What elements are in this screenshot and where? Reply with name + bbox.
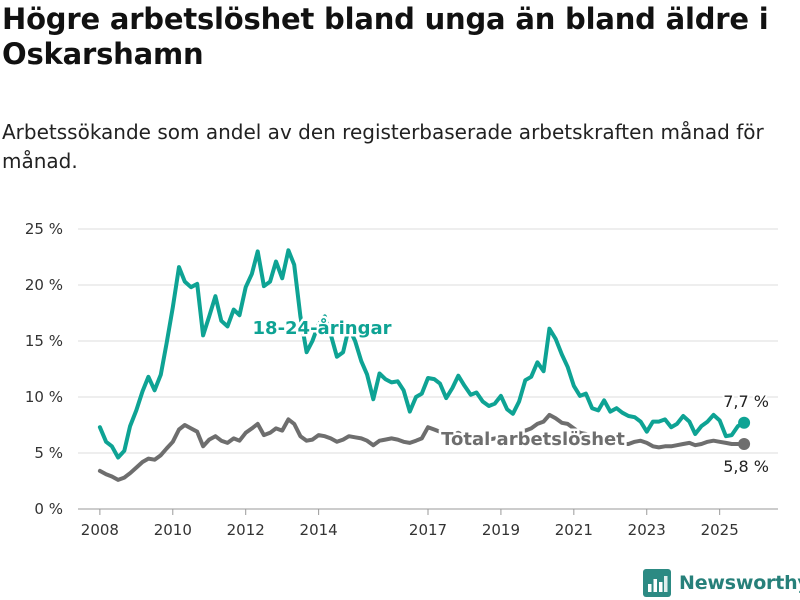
gridlines bbox=[78, 228, 778, 510]
chart-subtitle: Arbetssökande som andel av den registerb… bbox=[2, 120, 764, 173]
series-end-point-total bbox=[738, 438, 751, 451]
x-tick-label: 2025 bbox=[701, 521, 739, 539]
y-tick-label: 20 % bbox=[25, 276, 63, 294]
series-lines bbox=[97, 248, 751, 482]
y-tick-label: 25 % bbox=[25, 220, 63, 238]
series-name-total: Total arbetslöshet bbox=[441, 429, 625, 450]
end-value-label-total: 5,8 % bbox=[723, 457, 769, 476]
y-tick-label: 10 % bbox=[25, 388, 63, 406]
series-name-youth: 18-24-åringar bbox=[253, 317, 392, 339]
y-tick-label: 15 % bbox=[25, 332, 63, 350]
end-value-label-youth: 7,7 % bbox=[723, 392, 769, 411]
series-line-youth bbox=[97, 248, 747, 460]
x-tick-label: 2019 bbox=[482, 521, 520, 539]
x-tick-label: 2012 bbox=[227, 521, 265, 539]
x-tick-label: 2017 bbox=[409, 521, 447, 539]
chart-title: Högre arbetslöshet bland unga än bland ä… bbox=[2, 2, 769, 71]
x-tick-label: 2021 bbox=[555, 521, 593, 539]
axes: 0 % 5 % 10 % 15 % 20 % 25 % 2008 2010 2012 2014 20… bbox=[25, 220, 739, 539]
series-labels: 18-24-åringar Total arbetslöshet 7,7 % 5,8 … bbox=[250, 315, 771, 479]
y-tick-label: 0 % bbox=[34, 500, 63, 518]
newsworthy-logo-icon bbox=[643, 569, 671, 597]
x-tick-label: 2008 bbox=[81, 521, 119, 539]
series-end-point-youth bbox=[738, 416, 751, 429]
x-tick-label: 2023 bbox=[628, 521, 666, 539]
brand-logo: Newsworthy bbox=[643, 568, 800, 598]
x-tick-label: 2014 bbox=[300, 521, 338, 539]
x-tick-label: 2010 bbox=[154, 521, 192, 539]
brand-name: Newsworthy bbox=[679, 572, 800, 594]
y-tick-label: 5 % bbox=[34, 444, 63, 462]
series-line-total bbox=[97, 412, 747, 482]
